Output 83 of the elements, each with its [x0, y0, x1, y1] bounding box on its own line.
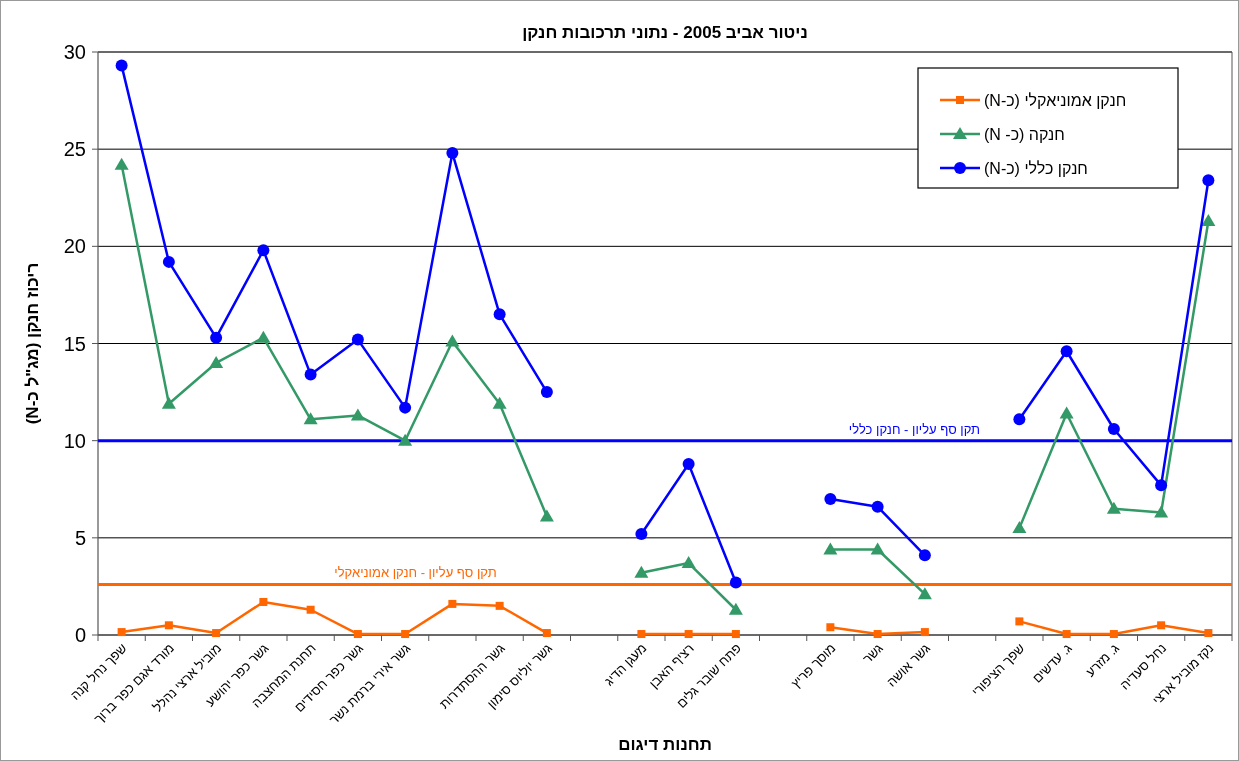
point [1107, 423, 1120, 436]
point [1013, 413, 1026, 426]
x-tick-label: ג. מזרע [1082, 640, 1123, 680]
point [162, 255, 175, 268]
ref-line-label: תקן סף עליון - חנקן כללי [848, 421, 981, 437]
point [448, 599, 457, 608]
legend-label: חנקן כללי (כ-N) [984, 160, 1088, 177]
y-tick-label: 0 [74, 624, 86, 646]
x-axis-title: תחנות דיגום [618, 735, 712, 754]
point [164, 621, 173, 630]
point [823, 542, 838, 555]
point [728, 602, 743, 615]
point [540, 386, 553, 399]
y-tick-label: 15 [63, 332, 86, 355]
point [918, 549, 931, 562]
point [1109, 630, 1118, 639]
point [1201, 214, 1216, 227]
point [161, 396, 176, 409]
y-tick-label: 5 [74, 526, 86, 549]
point [1155, 479, 1168, 492]
point [350, 408, 365, 421]
point [542, 629, 551, 638]
point [873, 630, 882, 639]
point [870, 542, 885, 555]
point [731, 630, 740, 639]
point [1059, 406, 1074, 419]
point [1157, 621, 1166, 630]
point [399, 401, 412, 414]
legend-label: חנקה (כ- N) [984, 126, 1065, 143]
point [492, 396, 507, 409]
point [351, 333, 364, 346]
y-axis-title: ריכוז חנקן (מג"ל כ-N) [23, 262, 42, 425]
point [257, 244, 270, 257]
y-tick-label: 25 [63, 138, 86, 161]
point [210, 331, 223, 344]
point [682, 457, 695, 470]
point [259, 597, 268, 606]
point [117, 628, 126, 637]
point [304, 368, 317, 381]
y-tick-label: 10 [63, 429, 86, 452]
point [634, 565, 649, 578]
point [493, 308, 506, 321]
chart-title: ניטור אביב 2005 - נתוני תרכובות חנקן [522, 23, 808, 42]
x-tick-label: שפך הציפורי [968, 640, 1028, 700]
point [495, 601, 504, 610]
point [1154, 505, 1169, 518]
point [446, 147, 459, 160]
point [1015, 617, 1024, 626]
point [115, 59, 128, 72]
ref-line-label: תקן סף עליון - חנקן אמוניאקלי [334, 565, 497, 581]
point [353, 630, 362, 639]
point [445, 334, 460, 347]
point [637, 630, 646, 639]
point [1106, 501, 1121, 514]
point [212, 629, 221, 638]
point [871, 500, 884, 513]
legend-label: חנקן אמוניאקלי (כ-N) [984, 92, 1127, 109]
point [1204, 629, 1213, 638]
x-tick-label: מוסך פריץ [788, 640, 839, 691]
point [1012, 521, 1027, 534]
point [1060, 345, 1073, 358]
x-tick-label: ג. עדשים [1029, 640, 1076, 686]
point [539, 509, 554, 522]
point [635, 527, 648, 540]
point [209, 355, 224, 368]
point [401, 630, 410, 639]
point [681, 556, 696, 569]
point [114, 157, 129, 170]
y-tick-label: 20 [63, 235, 86, 258]
point [1062, 630, 1071, 639]
point [826, 623, 835, 632]
point [824, 492, 837, 505]
x-tick-label: מעגן הדיג [601, 640, 650, 689]
point [398, 433, 413, 446]
y-tick-label: 30 [63, 41, 86, 63]
point [1202, 174, 1215, 187]
point [920, 628, 929, 637]
point [306, 605, 315, 614]
point [256, 330, 271, 343]
point [684, 630, 693, 639]
point [303, 412, 318, 425]
point [729, 576, 742, 589]
point [917, 587, 932, 600]
